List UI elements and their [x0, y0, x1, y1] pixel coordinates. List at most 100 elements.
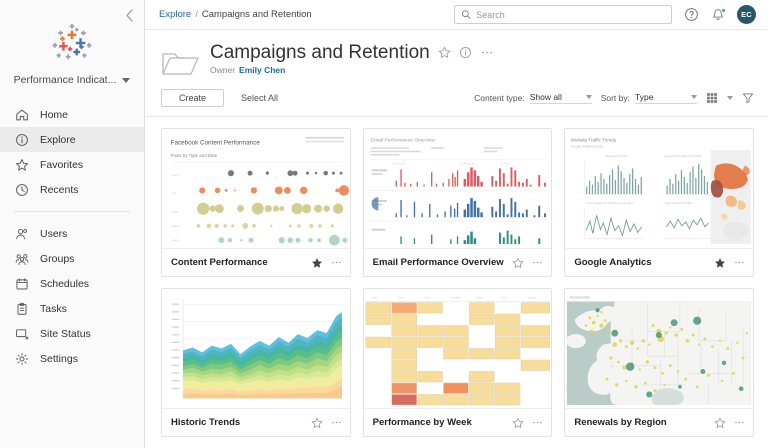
sidebar-item-users[interactable]: Users — [0, 221, 144, 246]
card-more-button[interactable] — [531, 257, 544, 268]
star-outline-icon — [513, 257, 524, 268]
sidebar-item-tasks[interactable]: Tasks — [0, 296, 144, 321]
sidebar-collapse-button[interactable] — [121, 7, 137, 23]
ellipsis-icon — [735, 421, 744, 424]
content-card[interactable]: Historic Trends — [161, 288, 351, 437]
breadcrumb-root-link[interactable]: Explore — [159, 9, 192, 20]
svg-text:Thursday: Thursday — [450, 297, 461, 300]
card-favorite-button[interactable] — [311, 417, 323, 429]
svg-text:Google Analytics Data: Google Analytics Data — [571, 144, 603, 148]
card-favorite-button[interactable] — [512, 257, 524, 269]
content-card[interactable]: Website Traffic Trends Google Analytics … — [564, 128, 754, 277]
sidebar-item-favorites[interactable]: Favorites — [0, 152, 144, 177]
grid-view-button[interactable] — [706, 92, 718, 104]
card-footer: Email Performance Overview — [364, 249, 552, 276]
card-footer: Google Analytics — [565, 249, 753, 276]
svg-text:Sat: Sat — [502, 297, 506, 300]
gear-icon — [14, 351, 29, 366]
owner-link[interactable]: Emily Chen — [239, 64, 286, 75]
favorite-toggle-button[interactable] — [438, 46, 451, 59]
breadcrumb: Explore / Campaigns and Retention — [159, 9, 312, 20]
info-button[interactable] — [459, 46, 472, 59]
thumb-title: Renewal Rate — [570, 296, 591, 300]
card-more-button[interactable] — [330, 417, 343, 428]
notification-badge — [721, 7, 726, 13]
sort-by-value: Type — [635, 92, 654, 102]
sidebar-item-recents[interactable]: Recents — [0, 177, 144, 202]
chevron-left-icon — [125, 8, 133, 22]
svg-text:event: event — [172, 173, 179, 177]
content-card[interactable]: Renewal Rate — [564, 288, 754, 437]
sort-by-dropdown[interactable]: Type — [635, 92, 697, 104]
sidebar-item-groups[interactable]: Groups — [0, 246, 144, 271]
card-thumbnail: Facebook Content Performance Posts by Ty… — [162, 129, 350, 249]
card-favorite-button[interactable] — [714, 257, 726, 269]
top-bar-actions: EC — [454, 5, 756, 24]
card-more-button[interactable] — [733, 417, 746, 428]
sidebar-item-home[interactable]: Home — [0, 102, 144, 127]
content-card[interactable]: Mon Tues Wed Thursday Friday Sat Sunday — [362, 288, 553, 437]
card-footer: Performance by Week — [364, 409, 552, 436]
svg-text:video: video — [172, 238, 179, 242]
svg-text:status: status — [172, 224, 180, 228]
traffic-map-thumbnail: Website Traffic Trends Google Analytics … — [565, 131, 753, 246]
help-circle-icon — [684, 8, 698, 21]
svg-text:Friday: Friday — [476, 297, 484, 300]
avatar-initials: EC — [741, 10, 752, 19]
sidebar-item-label: Home — [40, 108, 69, 121]
sidebar-item-label: Tasks — [40, 302, 67, 315]
sidebar-item-schedules[interactable]: Schedules — [0, 271, 144, 296]
select-all-button[interactable]: Select All — [241, 93, 279, 103]
bell-icon — [713, 8, 723, 20]
sidebar: Performance Indicat... Home Explore — [0, 0, 145, 448]
card-more-button[interactable] — [330, 257, 343, 268]
help-button[interactable] — [683, 7, 699, 23]
avatar[interactable]: EC — [737, 5, 756, 24]
star-filled-icon — [714, 257, 726, 268]
content-type-dropdown[interactable]: Show all — [529, 92, 592, 104]
card-title: Content Performance — [171, 257, 268, 268]
ellipsis-icon — [533, 421, 542, 424]
card-favorite-button[interactable] — [512, 417, 524, 429]
create-button[interactable]: Create — [161, 89, 224, 107]
card-favorite-button[interactable] — [311, 257, 323, 269]
card-more-button[interactable] — [733, 257, 746, 268]
content-toolbar: Create Select All Content type: Show all… — [145, 79, 768, 117]
svg-text:Wed: Wed — [424, 297, 430, 300]
card-more-button[interactable] — [531, 417, 544, 428]
notifications-button[interactable] — [710, 7, 726, 23]
content-card[interactable]: Facebook Content Performance Posts by Ty… — [161, 128, 351, 277]
thumb-title: Email Performance Overview — [370, 138, 435, 144]
toolbar-filters: Content type: Show all Sort by: Type — [474, 92, 754, 104]
search-input[interactable] — [476, 9, 665, 20]
users-icon — [14, 226, 29, 241]
view-options-dropdown[interactable] — [727, 96, 733, 100]
sort-by-label: Sort by: — [600, 93, 630, 103]
tableau-logo — [52, 23, 92, 60]
svg-text:Sessions by Date: Sessions by Date — [606, 154, 629, 158]
svg-text:Time on Page Per Profile (Last: Time on Page Per Profile (Last 30 days) — [586, 201, 634, 205]
main-area: Explore / Campaigns and Retention — [145, 0, 768, 448]
card-favorite-button[interactable] — [714, 417, 726, 429]
folder-icon — [162, 53, 199, 75]
card-actions — [311, 257, 343, 269]
sidebar-item-label: Settings — [40, 352, 78, 365]
breadcrumb-current: Campaigns and Retention — [201, 9, 312, 20]
filter-button[interactable] — [742, 92, 754, 104]
sidebar-item-explore[interactable]: Explore — [0, 127, 144, 152]
star-outline-icon — [714, 417, 726, 428]
sidebar-item-site-status[interactable]: Site Status — [0, 321, 144, 346]
sidebar-item-label: Recents — [40, 183, 79, 196]
svg-text:link: link — [172, 191, 177, 195]
card-title: Historic Trends — [171, 417, 241, 428]
more-actions-button[interactable] — [480, 46, 494, 59]
site-selector[interactable]: Performance Indicat... — [0, 74, 144, 86]
thumb-title: Website Traffic Trends — [571, 138, 617, 143]
sidebar-item-settings[interactable]: Settings — [0, 346, 144, 371]
chevron-down-icon — [727, 96, 733, 100]
content-card[interactable]: Email Performance Overview Delivered by W… — [362, 128, 553, 277]
heatmap-thumbnail: Mon Tues Wed Thursday Friday Sat Sunday — [363, 291, 552, 406]
search-box[interactable] — [454, 5, 672, 24]
card-actions — [714, 257, 746, 269]
sidebar-item-label: Explore — [40, 133, 76, 146]
